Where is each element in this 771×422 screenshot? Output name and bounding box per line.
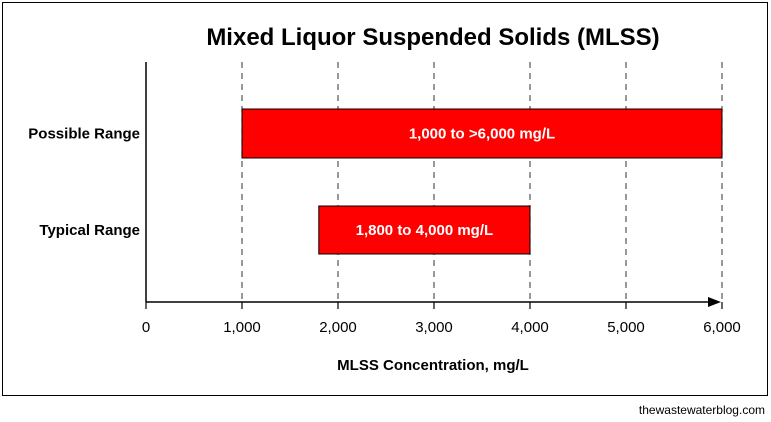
bar-data-label: 1,800 to 4,000 mg/L: [356, 222, 494, 239]
bar-typical-range: [318, 205, 531, 255]
bars: 1,000 to >6,000 mg/L Possible Range 1,800 …: [28, 108, 723, 255]
x-axis-label: MLSS Concentration, mg/L: [337, 357, 529, 374]
x-tick-label: 6,000: [703, 319, 741, 336]
bar-possible-range: [241, 108, 723, 159]
category-label: Typical Range: [39, 222, 140, 239]
x-tick-label: 0: [142, 319, 150, 336]
x-tick-label: 1,000: [223, 319, 261, 336]
chart: Mixed Liquor Suspended Solids (MLSS) 1,0…: [28, 24, 741, 374]
x-tick-label: 5,000: [607, 319, 645, 336]
gridlines: [241, 62, 723, 302]
credit-text: thewastewaterblog.com: [638, 403, 765, 417]
bar-data-label: 1,000 to >6,000 mg/L: [409, 126, 555, 143]
chart-title: Mixed Liquor Suspended Solids (MLSS): [206, 24, 659, 51]
category-label: Possible Range: [28, 126, 140, 143]
x-axis-arrow: [708, 297, 721, 307]
x-tick-label: 3,000: [415, 319, 453, 336]
x-tick-label: 4,000: [511, 319, 549, 336]
x-tick-label: 2,000: [319, 319, 357, 336]
x-ticks: 0 1,000 2,000 3,000 4,000 5,000 6,000: [142, 302, 741, 336]
chart-frame: [2, 2, 768, 396]
